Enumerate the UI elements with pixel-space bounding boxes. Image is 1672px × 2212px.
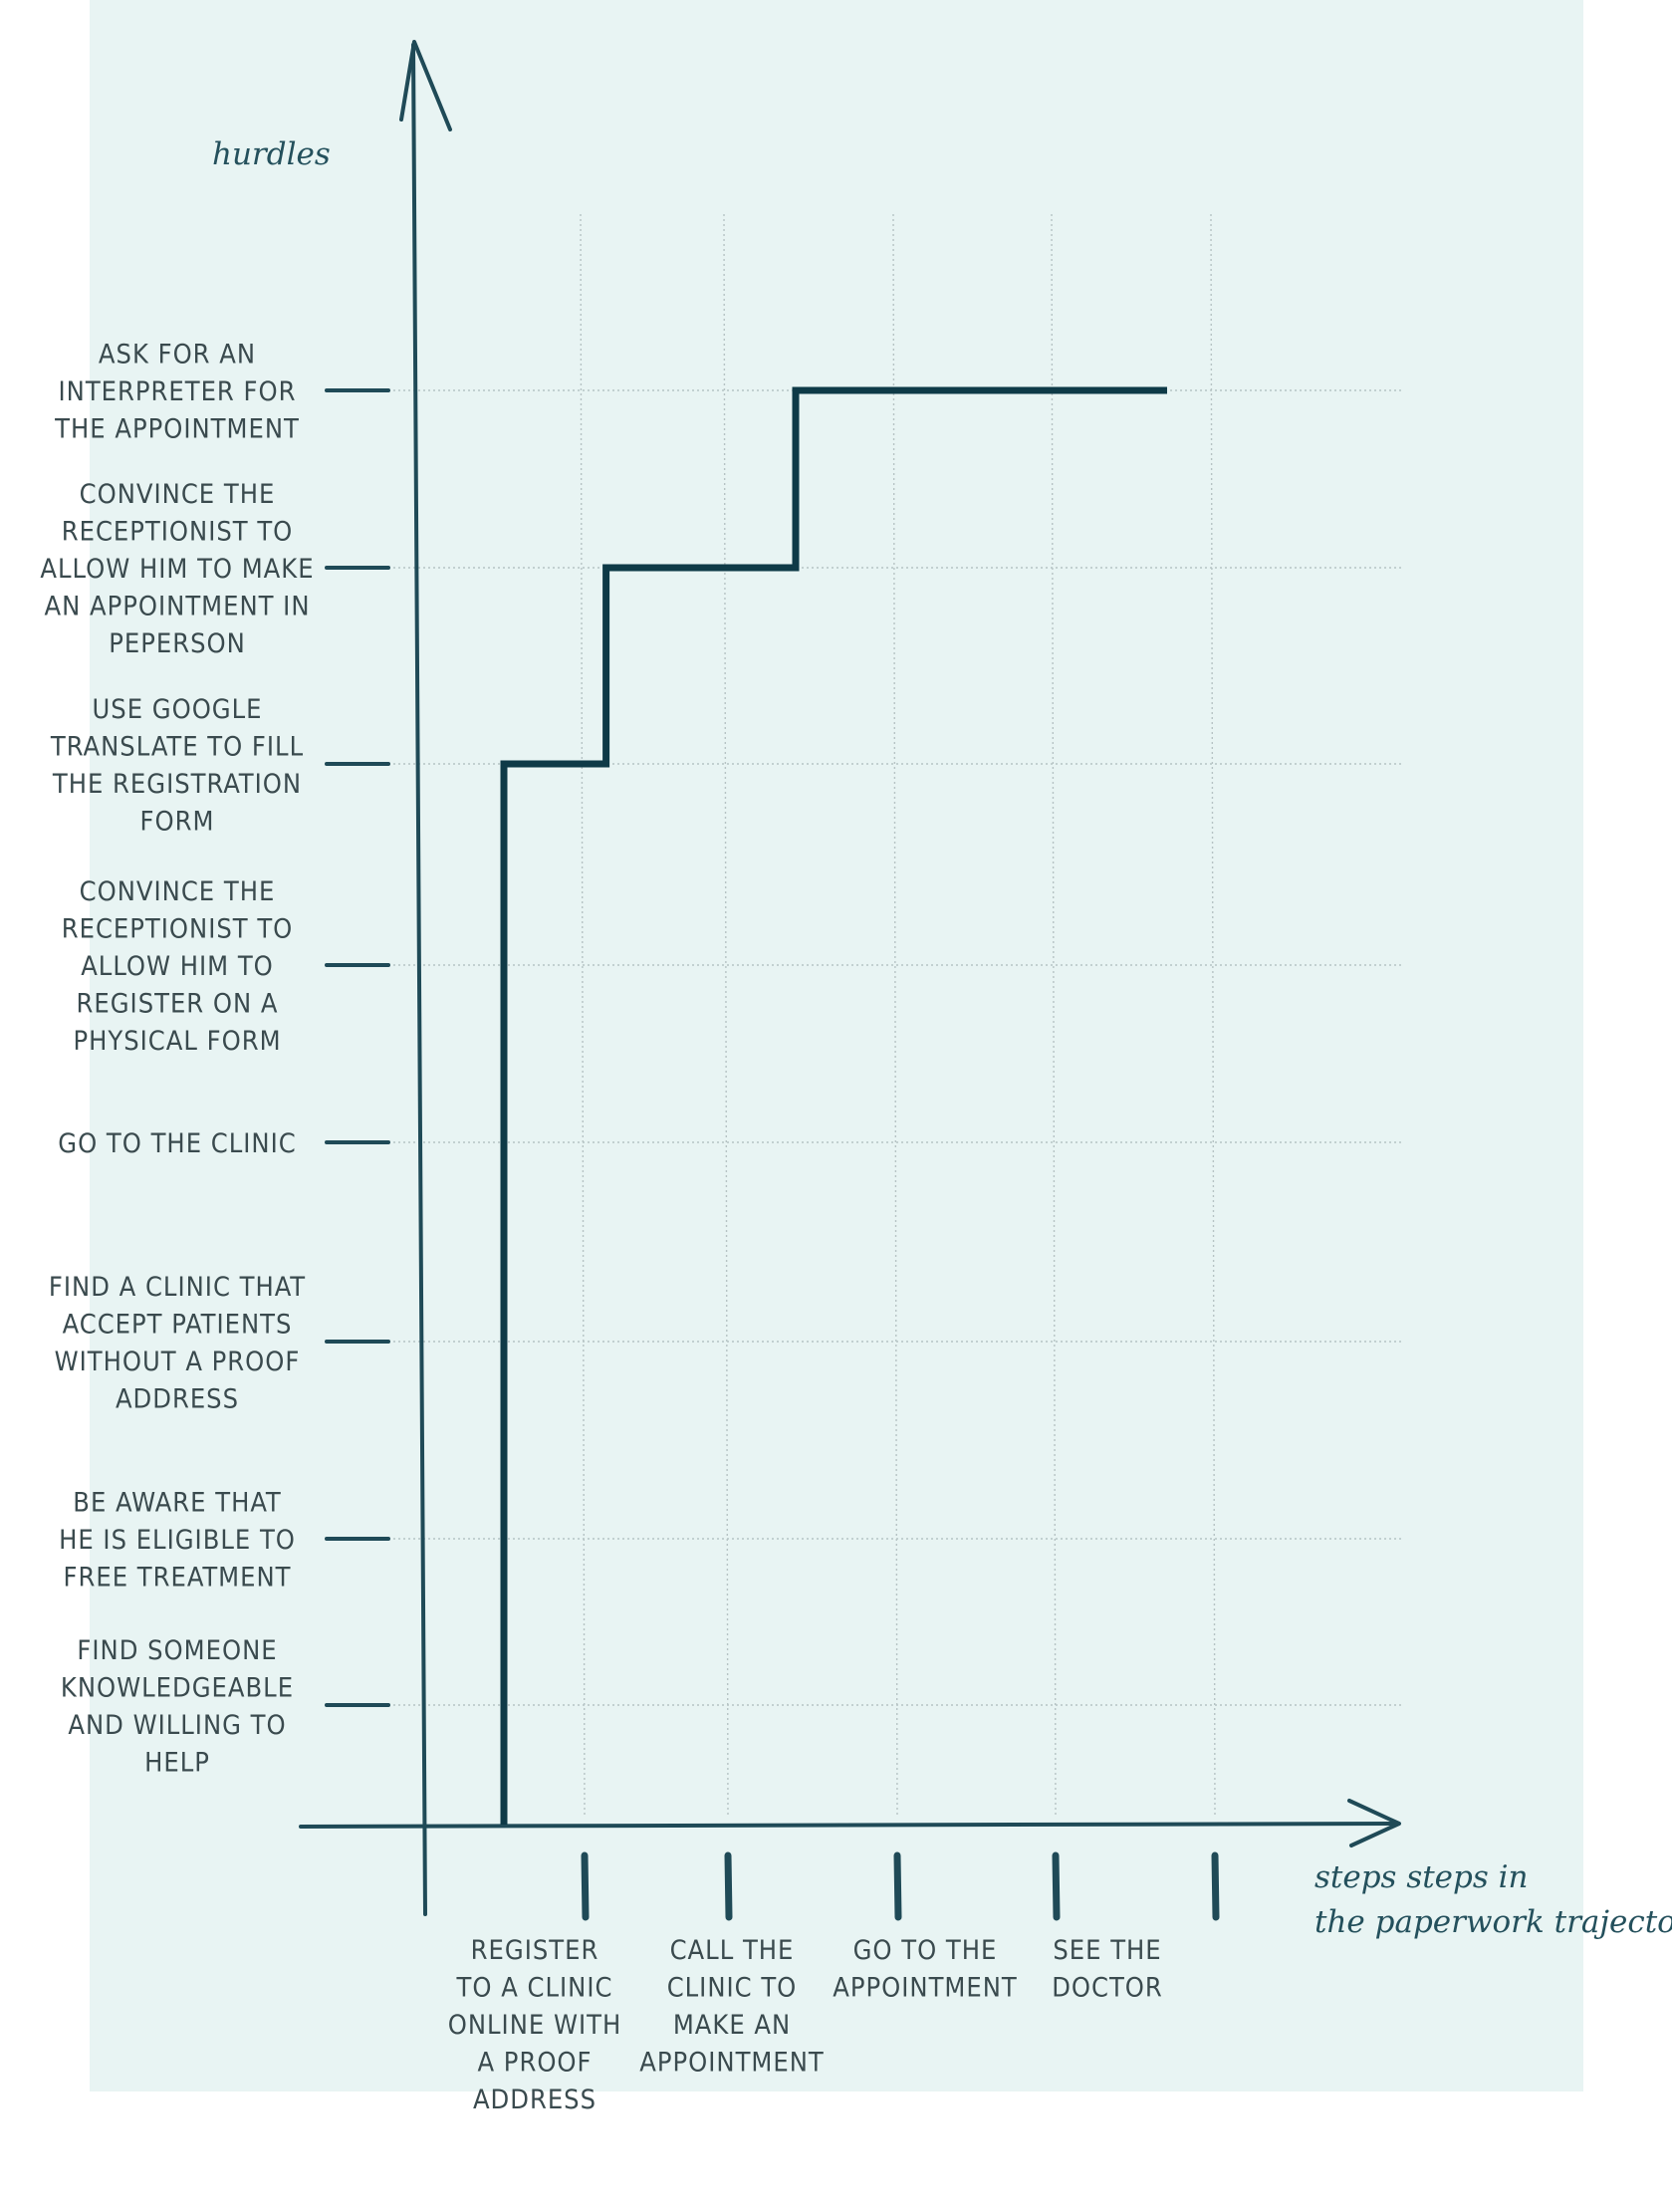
x-ticks	[581, 1851, 1220, 1921]
y-tick-label-line: PHYSICAL FORM	[73, 1026, 281, 1057]
y-tick-label-line: FORM	[140, 806, 215, 837]
y-tick-label-line: TRANSLATE TO FILL	[50, 731, 304, 762]
y-tick-label: FIND A CLINIC THAT ACCEPT PATIENTS WITHOUT…	[49, 1272, 306, 1415]
gridlines	[393, 213, 1404, 1819]
y-tick-label-line: INTERPRETER FOR	[59, 376, 297, 407]
y-tick-label: CONVINCE THE RECEPTIONIST TO ALLOW HIM TO R…	[62, 876, 294, 1057]
x-tick-label: SEE THE DOCTOR	[1052, 1935, 1163, 2004]
chart-background	[90, 0, 1583, 2091]
grid-line-v	[892, 213, 898, 1819]
y-tick-label-line: ALLOW HIM TO MAKE	[40, 554, 314, 585]
x-axis-arrowhead	[1347, 1799, 1401, 1847]
y-tick-label-line: CONVINCE THE	[80, 479, 276, 510]
y-tick-label-line: HELP	[144, 1747, 210, 1778]
x-tick-label: REGISTER TO A CLINIC ONLINE WITH A PROOF ADD…	[448, 1935, 621, 2115]
y-tick-label-line: WITHOUT A PROOF	[55, 1347, 301, 1377]
grid-line-v	[580, 213, 586, 1819]
x-tick-label-line: GO TO THE	[853, 1935, 998, 1966]
x-tick-label-line: REGISTER	[471, 1935, 599, 1966]
x-axis-title: steps steps in the paperwork trajectory	[1314, 1859, 1672, 1940]
x-tick	[1052, 1851, 1061, 1921]
y-tick-label-line: FIND A CLINIC THAT	[49, 1272, 306, 1303]
y-axis-arrowhead	[399, 40, 452, 131]
y-tick-label-line: PEPERSON	[109, 628, 246, 659]
x-tick-label-line: DOCTOR	[1052, 1973, 1163, 2004]
y-tick-label-line: ADDRESS	[116, 1383, 239, 1414]
x-tick-label-line: APPOINTMENT	[639, 2048, 825, 2079]
x-tick-label-line: CLINIC TO	[667, 1973, 798, 2004]
x-tick-label-line: MAKE AN	[673, 2010, 791, 2041]
x-tick	[1211, 1851, 1220, 1921]
x-tick	[581, 1851, 590, 1921]
y-tick-label-line: KNOWLEDGEABLE	[61, 1672, 294, 1703]
y-tick-label: USE GOOGLE TRANSLATE TO FILL THE REGISTRAT…	[50, 694, 304, 838]
y-tick-label-line: GO TO THE CLINIC	[58, 1128, 296, 1159]
y-tick-label-line: THE REGISTRATION	[52, 769, 302, 800]
y-tick-label-line: THE APPOINTMENT	[54, 414, 300, 445]
y-tick-label-line: ALLOW HIM TO	[81, 951, 274, 982]
x-tick-label-line: APPOINTMENT	[833, 1973, 1018, 2004]
y-tick-label: BE AWARE THAT HE IS ELIGIBLE TO FREE TREAT…	[59, 1488, 296, 1594]
y-tick-label-line: RECEPTIONIST TO	[62, 517, 294, 548]
x-tick-label-line: ADDRESS	[473, 2085, 597, 2115]
series-line	[500, 386, 1167, 1825]
y-tick-label-line: ASK FOR AN	[99, 340, 256, 370]
x-axis	[299, 1822, 1396, 1829]
x-axis-title-line-2: the paperwork trajectory	[1314, 1904, 1672, 1940]
y-tick-label-line: FIND SOMEONE	[77, 1635, 277, 1666]
y-tick-label-line: ACCEPT PATIENTS	[63, 1309, 293, 1340]
y-tick-label: FIND SOMEONE KNOWLEDGEABLE AND WILLING TO H…	[61, 1635, 294, 1779]
y-axis-title: hurdles	[212, 136, 331, 172]
y-tick-label-line: AN APPOINTMENT IN	[44, 592, 310, 622]
y-tick-label-line: HE IS ELIGIBLE TO	[59, 1525, 296, 1556]
x-tick-label-line: SEE THE	[1053, 1935, 1161, 1966]
y-tick-label-line: FREE TREATMENT	[64, 1563, 292, 1594]
x-tick-label-line: TO A CLINIC	[456, 1973, 613, 2004]
y-tick-label: CONVINCE THE RECEPTIONIST TO ALLOW HIM TO …	[40, 479, 314, 659]
x-tick-label-line: ONLINE WITH	[448, 2010, 621, 2041]
grid-line-v	[1210, 213, 1216, 1819]
y-tick-label: ASK FOR AN INTERPRETER FOR THE APPOINTMENT	[54, 340, 300, 445]
y-tick-label-line: BE AWARE THAT	[73, 1488, 281, 1519]
x-tick-label-line: A PROOF	[477, 2048, 592, 2079]
x-tick-label: GO TO THE APPOINTMENT	[833, 1935, 1018, 2004]
x-tick-label-line: CALL THE	[670, 1935, 795, 1966]
y-tick-label: GO TO THE CLINIC	[58, 1128, 296, 1159]
y-tick-label-line: CONVINCE THE	[80, 876, 276, 907]
grid-line-v	[1051, 213, 1057, 1819]
x-tick	[724, 1851, 733, 1921]
y-tick-labels: FIND SOMEONE KNOWLEDGEABLE AND WILLING TO H…	[40, 340, 314, 1779]
y-tick-label-line: RECEPTIONIST TO	[62, 914, 294, 945]
x-tick-label: CALL THE CLINIC TO MAKE AN APPOINTMENT	[639, 1935, 825, 2079]
x-tick-labels: REGISTER TO A CLINIC ONLINE WITH A PROOF ADD…	[448, 1935, 1163, 2115]
grid-line-v	[723, 213, 729, 1819]
x-tick	[893, 1851, 902, 1921]
y-ticks	[325, 388, 390, 1707]
y-tick-label-line: REGISTER ON A	[76, 989, 278, 1020]
x-axis-title-line-1: steps steps in	[1314, 1859, 1529, 1895]
series	[500, 386, 1167, 1825]
y-tick-label-line: USE GOOGLE	[92, 694, 262, 725]
y-tick-label-line: AND WILLING TO	[68, 1710, 286, 1741]
